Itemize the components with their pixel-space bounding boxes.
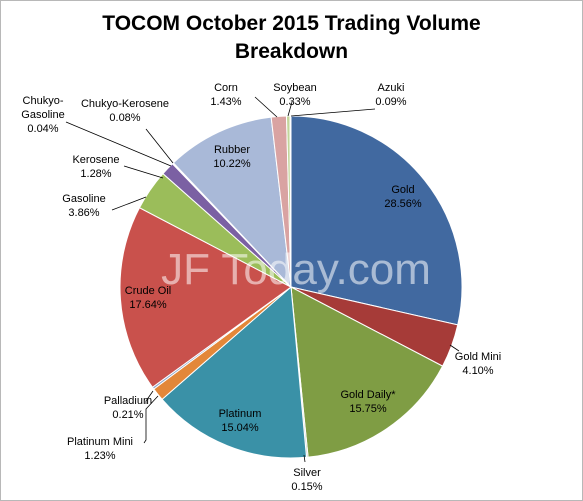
chart-title: TOCOM October 2015 Trading Volume Breakd… (0, 10, 583, 66)
slice-label-platinum-mini: Platinum Mini 1.23% (67, 436, 133, 462)
slice-platinum (161, 285, 308, 459)
leader-line-azuki (290, 108, 376, 117)
slice-label-silver: Silver 0.15% (291, 467, 322, 493)
leader-line-corn (254, 96, 278, 118)
chart-title-line-2: Breakdown (234, 40, 349, 63)
slice-label-chukyo-gasoline: Chukyo-Gasoline 0.04% (21, 95, 64, 135)
slice-azuki (289, 115, 292, 288)
slice-rubber (172, 116, 292, 289)
slice-label-palladium: Palladium 0.21% (104, 395, 152, 421)
leader-line-platinum-mini (143, 395, 159, 444)
slice-label-azuki: Azuki 0.09% (375, 82, 406, 108)
watermark: JF Today.com (161, 245, 431, 294)
leader-line-silver (303, 454, 306, 463)
slice-crude-oil (119, 207, 292, 388)
slice-label-platinum: Platinum 15.04% (219, 408, 262, 434)
chart-title-line-1: TOCOM October 2015 Trading Volume (102, 12, 481, 35)
slice-label-kerosene: Kerosene 1.28% (72, 154, 119, 180)
leader-line-kerosene (123, 165, 164, 179)
slice-label-corn: Corn 1.43% (210, 82, 241, 108)
slice-labels: Gold 28.56% Gold Mini 4.10% Gold Daily* 15.75… (21, 82, 501, 493)
leader-line-soybean (287, 101, 293, 117)
leader-line-chukyo-kerosene (145, 128, 174, 164)
slice-label-gold: Gold 28.56% (384, 184, 422, 210)
leader-line-palladium (145, 390, 154, 404)
leader-lines (65, 96, 460, 463)
slice-gold (290, 115, 463, 326)
slice-label-crude-oil: Crude Oil 17.64% (125, 285, 171, 311)
pie-slices (119, 115, 463, 459)
slice-label-chukyo-kerosene: Chukyo-Kerosene 0.08% (81, 98, 169, 124)
leader-line-chukyo-gasoline (65, 121, 172, 167)
slice-label-gasoline: Gasoline 3.86% (62, 193, 105, 219)
leader-line-gold-mini (449, 344, 460, 352)
leader-line-gasoline (111, 196, 147, 211)
slice-gold-daily (290, 286, 444, 458)
slice-label-gold-mini: Gold Mini 4.10% (455, 351, 501, 377)
slice-label-rubber: Rubber 10.22% (213, 144, 251, 170)
slice-label-soybean: Soybean 0.33% (273, 82, 316, 108)
slice-label-gold-daily: Gold Daily* 15.75% (340, 389, 396, 415)
